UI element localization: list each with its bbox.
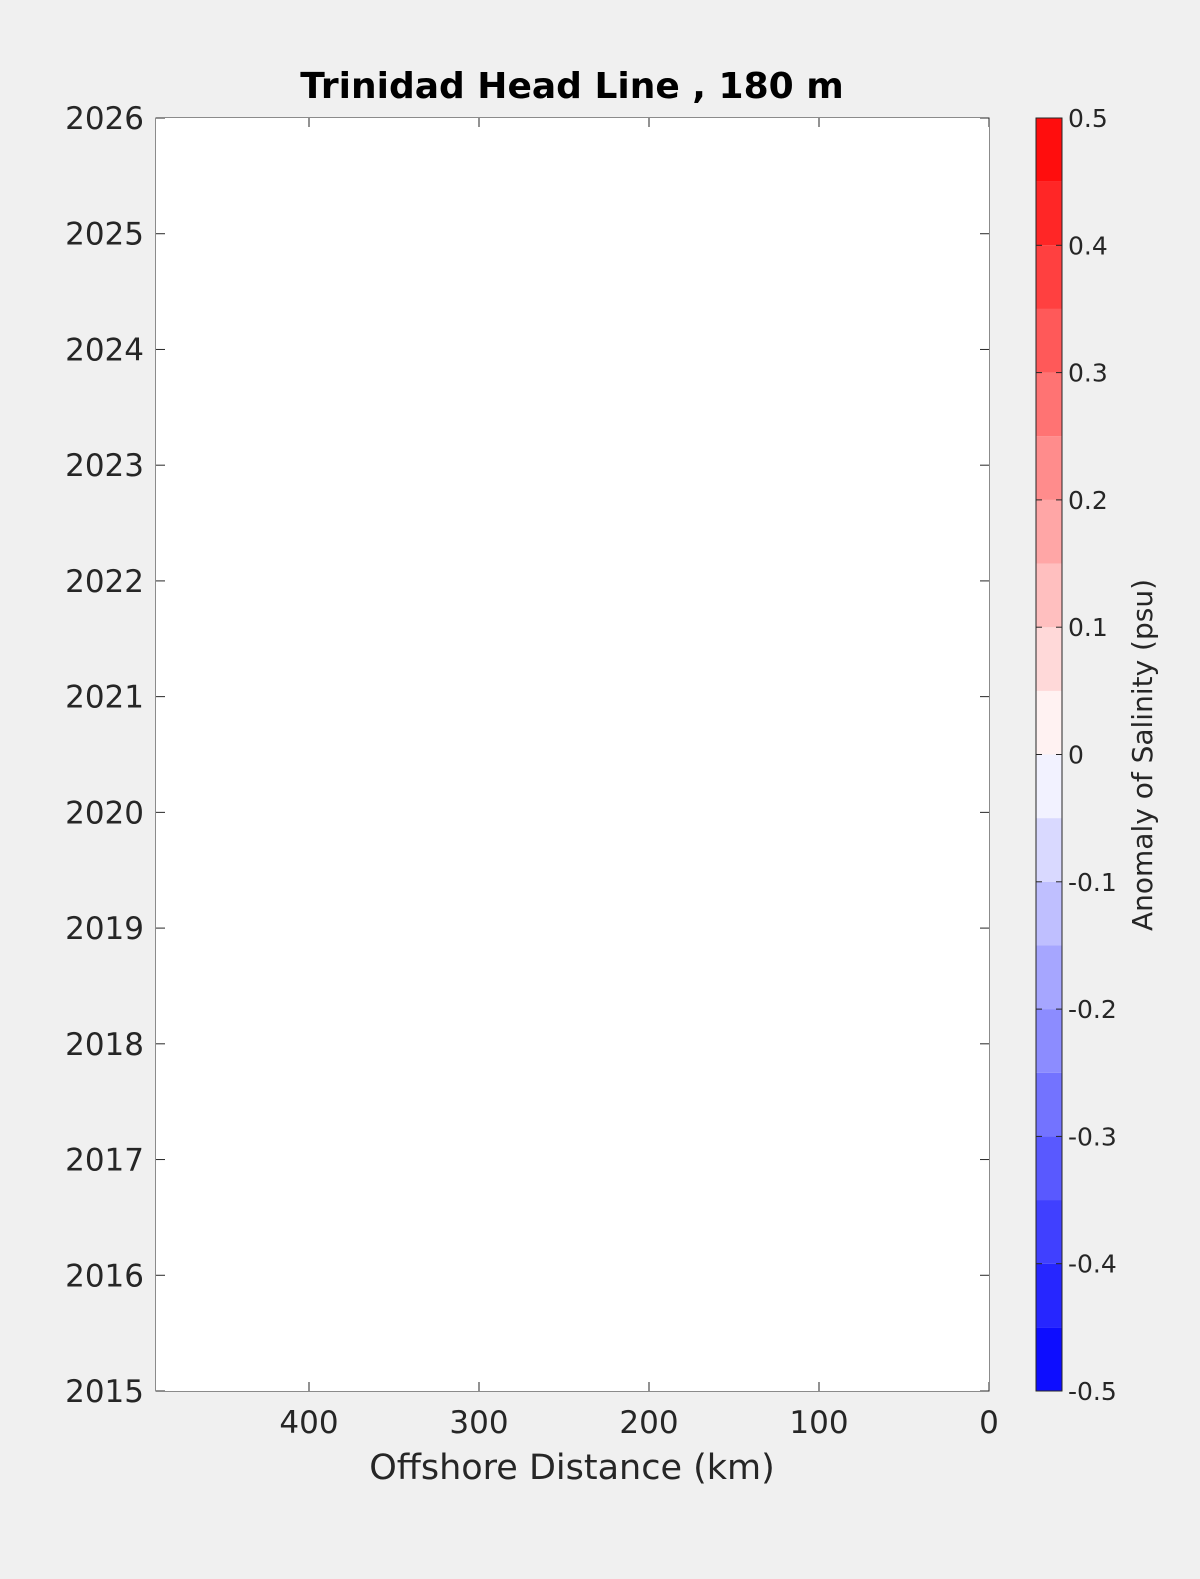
colorbar-label: Anomaly of Salinity (psu) [1126, 579, 1159, 931]
colorbar-segment [1036, 563, 1062, 628]
colorbar-segment [1036, 818, 1062, 882]
colorbar-segment [1036, 436, 1062, 500]
x-tick-label: 200 [619, 1405, 678, 1441]
colorbar-tick-label: 0.5 [1068, 104, 1108, 133]
y-tick-label: 2018 [65, 1027, 144, 1063]
colorbar-segment [1036, 181, 1062, 246]
colorbar-tick-label: -0.4 [1068, 1250, 1117, 1279]
colorbar-tick-label: 0 [1068, 741, 1084, 770]
y-tick-label: 2024 [65, 332, 144, 368]
y-tick-label: 2020 [65, 795, 144, 831]
chart-title: Trinidad Head Line , 180 m [300, 66, 843, 107]
y-tick-label: 2017 [65, 1143, 144, 1179]
colorbar-segment [1036, 754, 1062, 819]
colorbar-segment [1036, 1009, 1062, 1073]
colorbar-segment [1036, 118, 1062, 182]
x-axis: 400 300 200 100 0 [279, 118, 999, 1441]
y-tick-label: 2015 [65, 1374, 144, 1410]
plot-area [155, 117, 990, 1392]
colorbar-segment [1036, 1072, 1062, 1137]
colorbar-tick-label: 0.3 [1068, 359, 1108, 388]
y-tick-label: 2016 [65, 1258, 144, 1294]
colorbar-segment [1036, 308, 1062, 373]
colorbar-segment [1036, 499, 1062, 564]
x-tick-label: 400 [279, 1405, 338, 1441]
colorbar-segment [1036, 1200, 1062, 1264]
colorbar-tick-label: 0.2 [1068, 486, 1108, 515]
colorbar-segment [1036, 690, 1062, 755]
colorbar-tick-label: 0.4 [1068, 231, 1108, 260]
colorbar-segment [1036, 945, 1062, 1010]
colorbar-segment [1036, 1263, 1062, 1328]
y-tick-label: 2026 [65, 101, 144, 137]
colorbar-segment [1036, 881, 1062, 946]
y-axis: 2015 2016 2017 2018 2019 2020 2021 2022 2023 2024… [65, 101, 989, 1410]
y-tick-label: 2022 [65, 564, 144, 600]
y-tick-label: 2023 [65, 448, 144, 484]
y-tick-label: 2021 [65, 680, 144, 716]
colorbar-tick-label: -0.3 [1068, 1122, 1117, 1151]
x-tick-label: 100 [789, 1405, 848, 1441]
colorbar-tick-label: -0.2 [1068, 995, 1117, 1024]
colorbar-segment [1036, 372, 1062, 437]
colorbar-tick-label: -0.5 [1068, 1377, 1117, 1406]
colorbar-segment [1036, 627, 1062, 691]
x-axis-label: Offshore Distance (km) [369, 1448, 775, 1488]
colorbar-segment [1036, 1136, 1062, 1201]
y-tick-label: 2019 [65, 911, 144, 947]
colorbar: -0.5 -0.4 -0.3 -0.2 -0.1 0 0.1 0.2 0.3 0.4 0.5 [1035, 104, 1117, 1406]
colorbar-segment [1036, 245, 1062, 309]
colorbar-tick-label: -0.1 [1068, 868, 1117, 897]
y-tick-label: 2025 [65, 217, 144, 253]
x-tick-label: 0 [979, 1405, 999, 1441]
colorbar-segment [1036, 1327, 1062, 1391]
x-tick-label: 300 [449, 1405, 508, 1441]
colorbar-tick-label: 0.1 [1068, 613, 1108, 642]
